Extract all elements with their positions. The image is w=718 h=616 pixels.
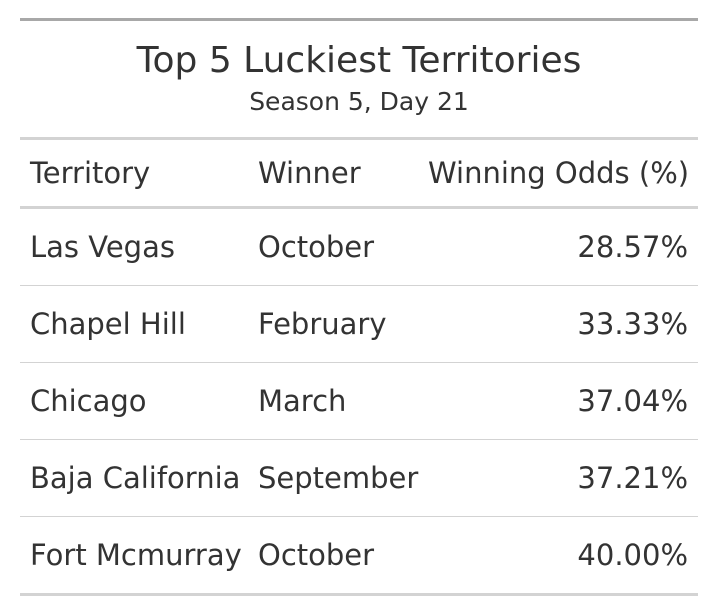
table-title: Top 5 Luckiest Territories xyxy=(136,40,582,81)
header-rule xyxy=(20,137,698,140)
winning-odds-cell: 33.33% xyxy=(418,285,698,363)
table-row: Chicago March 37.04% xyxy=(20,362,698,440)
winner-cell: February xyxy=(248,285,418,363)
winner-cell: October xyxy=(248,516,418,596)
top-rule xyxy=(20,18,698,21)
table-row: Chapel Hill February 33.33% xyxy=(20,285,698,363)
column-header-winning-odds: Winning Odds (%) xyxy=(418,140,698,209)
table-subtitle: Season 5, Day 21 xyxy=(249,87,469,116)
winner-cell: October xyxy=(248,207,418,286)
territory-cell: Baja California xyxy=(20,439,248,517)
table-row: Baja California September 37.21% xyxy=(20,439,698,517)
winning-odds-cell: 28.57% xyxy=(418,207,698,286)
header-row: Territory Winner Winning Odds (%) xyxy=(20,140,698,209)
territory-cell: Chapel Hill xyxy=(20,285,248,363)
winning-odds-cell: 37.04% xyxy=(418,362,698,440)
territory-cell: Chicago xyxy=(20,362,248,440)
territory-cell: Las Vegas xyxy=(20,207,248,286)
winning-odds-cell: 40.00% xyxy=(418,516,698,596)
winning-odds-cell: 37.21% xyxy=(418,439,698,517)
winner-cell: March xyxy=(248,362,418,440)
luckiest-territories-table: Top 5 Luckiest Territories Season 5, Day… xyxy=(20,18,698,596)
table-row: Las Vegas October 28.57% xyxy=(20,207,698,286)
table-row: Fort Mcmurray October 40.00% xyxy=(20,516,698,596)
column-header-winner: Winner xyxy=(248,140,418,209)
data-table: Territory Winner Winning Odds (%) Las Ve… xyxy=(20,140,698,596)
winner-cell: September xyxy=(248,439,418,517)
territory-cell: Fort Mcmurray xyxy=(20,516,248,596)
column-header-territory: Territory xyxy=(20,140,248,209)
